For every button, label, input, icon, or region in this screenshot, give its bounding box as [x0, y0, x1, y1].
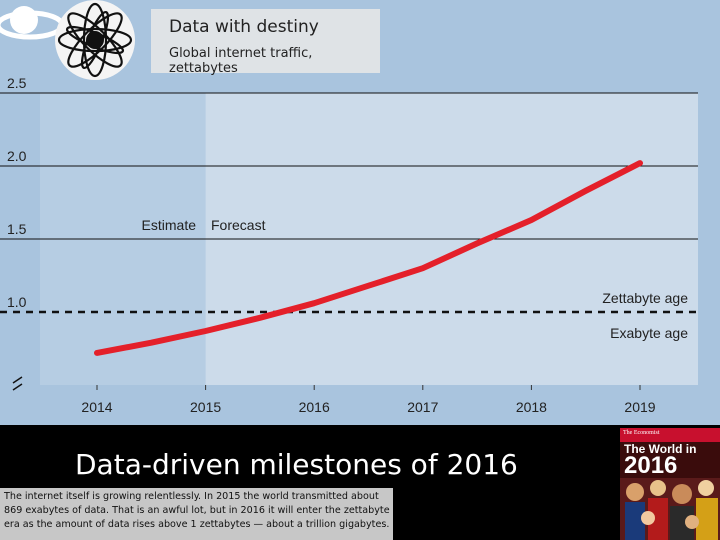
x-tick-label: 2015 [190, 399, 221, 415]
chart-title: Data with destiny [169, 17, 319, 37]
exabyte-age-label: Exabyte age [610, 325, 688, 341]
cover-year: 2016 [624, 452, 678, 479]
y-tick-label: 1.5 [7, 221, 27, 237]
chart-panel: Data with destiny Global internet traffi… [0, 0, 720, 425]
cover-brand: The Economist [623, 430, 660, 436]
cover-brand-band: The Economist [620, 428, 720, 442]
atom-logo-icon [0, 0, 135, 80]
cover-illustration [620, 478, 720, 540]
slide-title: Data-driven milestones of 2016 [75, 448, 518, 481]
x-tick-label: 2018 [516, 399, 547, 415]
estimate-label: Estimate [142, 217, 197, 233]
x-tick-label: 2017 [407, 399, 438, 415]
x-tick-label: 2014 [81, 399, 112, 415]
x-tick-label: 2016 [299, 399, 330, 415]
forecast-label: Forecast [211, 217, 266, 233]
slide-caption: The internet itself is growing relentles… [0, 488, 393, 540]
cover-title: The World in [624, 442, 697, 456]
zettabyte-age-label: Zettabyte age [602, 290, 688, 306]
magazine-cover: The Economist The World in 2016 [620, 428, 720, 540]
series-line [94, 160, 643, 356]
x-tick-label: 2019 [624, 399, 655, 415]
axis-break-icon [12, 376, 23, 391]
y-tick-label: 2.0 [7, 148, 27, 164]
y-tick-label: 2.5 [7, 75, 27, 91]
y-tick-label: 1.0 [7, 294, 27, 310]
chart-title-box: Data with destiny Global internet traffi… [151, 9, 380, 76]
line-chart: 2.5 2.0 1.5 1.0 2014 2015 2016 2017 2018 2019 Est… [0, 75, 698, 415]
chart-subtitle: Global internet traffic, zettabytes [169, 46, 313, 76]
